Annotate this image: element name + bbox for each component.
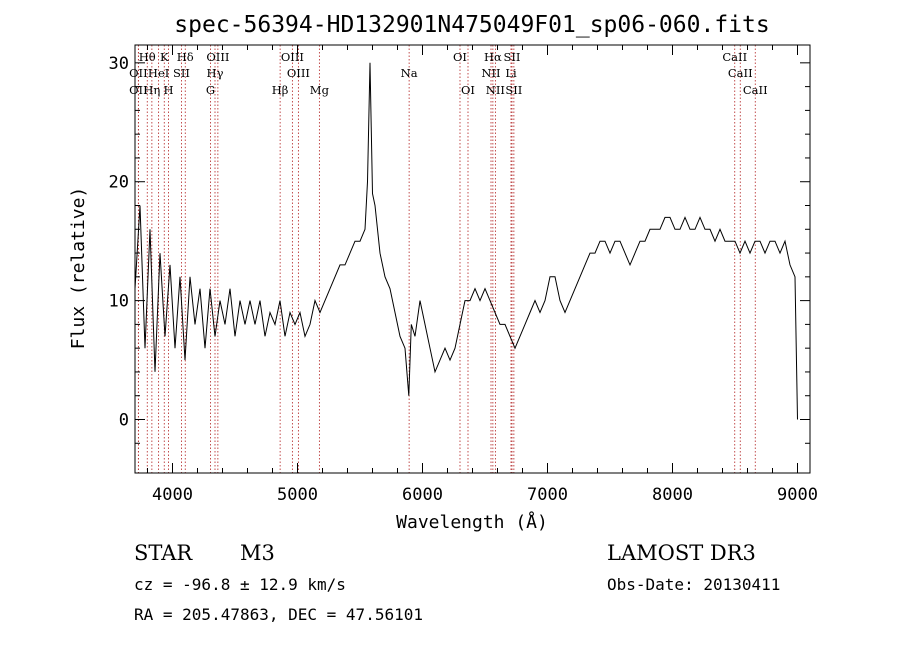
y-axis-label: Flux (relative) [68, 187, 89, 350]
line-marker-label: CaII [743, 83, 768, 97]
line-marker-label: CaII [722, 50, 747, 64]
line-marker-label: OII [129, 83, 148, 97]
line-marker-label: Mg [310, 83, 330, 97]
line-marker-label: OII [129, 66, 148, 80]
line-marker-label: HeI [148, 66, 169, 80]
coordinates: RA = 205.47863, DEC = 47.56101 [134, 605, 423, 624]
line-marker-label: OI [461, 83, 475, 97]
line-marker-label: Hδ [177, 50, 194, 64]
line-marker-label: K [160, 50, 169, 64]
y-tick-label: 30 [109, 54, 129, 74]
line-marker-label: H [163, 83, 173, 97]
x-axis-ticks: 4000 5000 6000 7000 8000 9000 [147, 45, 818, 505]
line-marker-label: SII [505, 83, 522, 97]
x-axis-label: Wavelength (Å) [396, 511, 548, 533]
line-marker-label: OI [453, 50, 467, 64]
line-marker-label: CaII [728, 66, 753, 80]
line-marker-label: Hθ [139, 50, 156, 64]
y-tick-label: 20 [109, 173, 129, 193]
line-marker-label: SII [173, 66, 190, 80]
x-tick-label: 5000 [277, 485, 318, 505]
observation-date: Obs-Date: 20130411 [607, 575, 780, 594]
y-tick-label: 0 [119, 411, 129, 431]
spectrum-line [134, 62, 798, 420]
x-tick-label: 9000 [777, 485, 818, 505]
x-tick-label: 7000 [527, 485, 568, 505]
y-tick-label: 10 [109, 292, 129, 312]
line-marker-label: OIII [206, 50, 229, 64]
x-tick-label: 4000 [152, 485, 193, 505]
plot-frame [134, 44, 811, 474]
object-subclass: M3 [240, 541, 275, 565]
x-tick-label: 6000 [402, 485, 443, 505]
line-marker-label: NII [486, 83, 505, 97]
x-tick-label: 8000 [652, 485, 693, 505]
survey-name: LAMOST DR3 [607, 541, 756, 565]
line-marker-label: Hα [484, 50, 502, 64]
line-marker-label: SII [504, 50, 521, 64]
object-class: STAR [134, 541, 193, 565]
line-markers [137, 45, 756, 473]
line-marker-label: NII [481, 66, 500, 80]
chart-title: spec-56394-HD132901N475049F01_sp06-060.f… [174, 12, 769, 38]
line-marker-label: Na [401, 66, 418, 80]
line-marker-label: Hγ [207, 66, 224, 80]
line-marker-label: Li [505, 66, 517, 80]
line-marker-label: Hη [143, 83, 160, 97]
line-marker-label: OIII [287, 66, 310, 80]
redshift-velocity: cz = -96.8 ± 12.9 km/s [134, 575, 346, 594]
y-axis-ticks: 0 10 20 30 [109, 54, 810, 444]
line-marker-label: G [206, 83, 215, 97]
line-marker-label: Hβ [272, 83, 289, 97]
line-marker-label: OIII [281, 50, 304, 64]
